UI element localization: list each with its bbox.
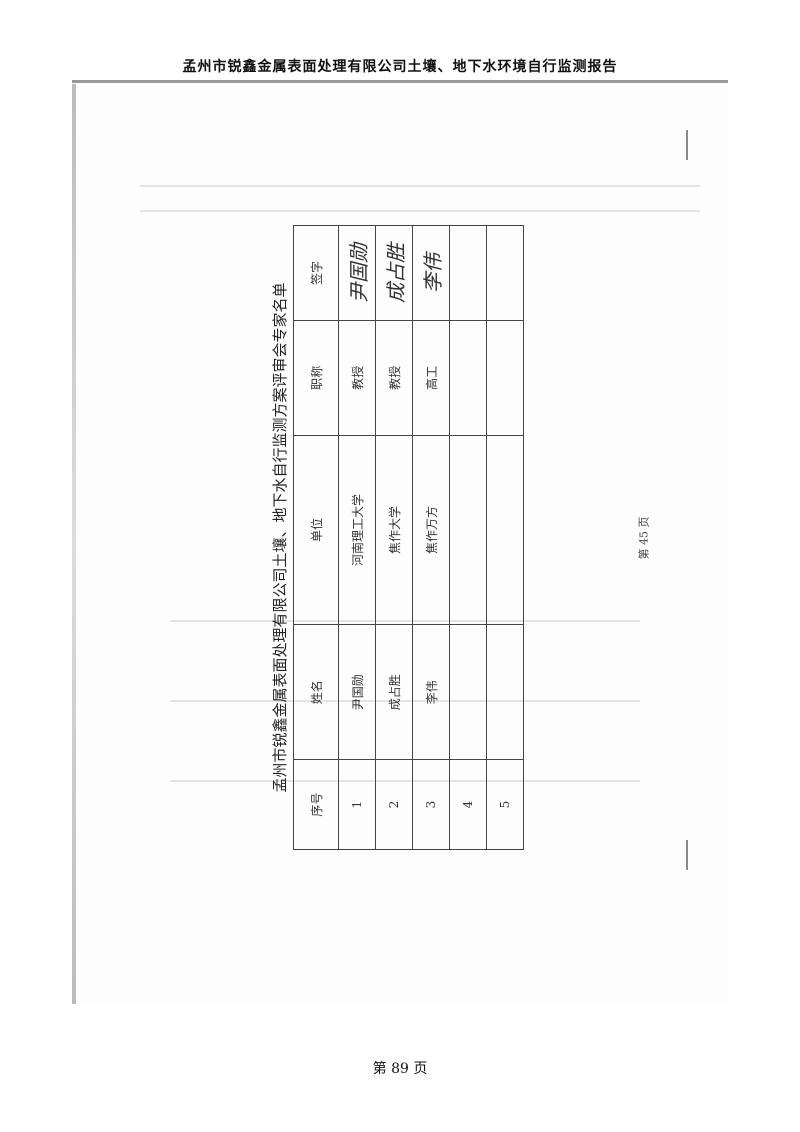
cell-no: 2	[375, 759, 413, 850]
handwritten-signature	[486, 225, 524, 321]
column-header: 签字	[293, 225, 339, 321]
faint-background-line	[140, 210, 700, 212]
handwritten-signature: 尹国勋	[338, 225, 376, 321]
cell-unit	[449, 435, 487, 625]
cell-name	[486, 624, 524, 760]
cell-title: 教授	[375, 320, 413, 436]
inner-page-number: 第 45 页	[637, 516, 651, 560]
handwritten-signature	[449, 225, 487, 321]
table-title: 孟州市锐鑫金属表面处理有限公司土壤、地下水自行监测方案评审会专家名单	[271, 282, 289, 793]
table-row: 3 李伟 焦作万方 高工 李伟	[412, 225, 450, 850]
cell-name	[449, 624, 487, 760]
faint-background-line	[170, 620, 640, 622]
expert-table: 序号 姓名 单位 职称 签字 1 尹国勋 河南理工大学 教授 尹国勋 2 成占胜…	[293, 225, 524, 850]
column-header: 职称	[293, 320, 339, 436]
report-header: 孟州市锐鑫金属表面处理有限公司土壤、地下水环境自行监测报告	[182, 59, 618, 75]
cell-name: 尹国勋	[338, 624, 376, 760]
cell-title: 高工	[412, 320, 450, 436]
column-header: 姓名	[293, 624, 339, 760]
table-row: 1 尹国勋 河南理工大学 教授 尹国勋	[338, 225, 376, 850]
table-row: 5	[486, 225, 524, 850]
cell-title	[486, 320, 524, 436]
cell-unit	[486, 435, 524, 625]
column-header: 单位	[293, 435, 339, 625]
handwritten-signature: 李伟	[412, 225, 450, 321]
scan-edge-shadow	[72, 84, 76, 1004]
scan-mark	[686, 840, 688, 870]
cell-title: 教授	[338, 320, 376, 436]
cell-unit: 河南理工大学	[338, 435, 376, 625]
header-divider	[72, 80, 728, 83]
scanned-page	[72, 84, 728, 1004]
cell-no: 3	[412, 759, 450, 850]
cell-unit: 焦作万方	[412, 435, 450, 625]
handwritten-signature: 成占胜	[375, 225, 413, 321]
faint-background-line	[170, 700, 640, 702]
cell-no: 4	[449, 759, 487, 850]
scan-mark	[686, 130, 688, 160]
faint-background-line	[140, 185, 700, 187]
table-header-row: 序号 姓名 单位 职称 签字	[293, 225, 339, 850]
table-row: 4	[449, 225, 487, 850]
cell-unit: 焦作大学	[375, 435, 413, 625]
rotated-expert-list: 孟州市锐鑫金属表面处理有限公司土壤、地下水自行监测方案评审会专家名单 序号 姓名…	[267, 225, 524, 850]
faint-background-line	[170, 780, 640, 782]
cell-no: 1	[338, 759, 376, 850]
column-header: 序号	[293, 759, 339, 850]
page-number: 第 89 页	[372, 1061, 428, 1077]
cell-title	[449, 320, 487, 436]
table-row: 2 成占胜 焦作大学 教授 成占胜	[375, 225, 413, 850]
cell-name: 成占胜	[375, 624, 413, 760]
cell-no: 5	[486, 759, 524, 850]
cell-name: 李伟	[412, 624, 450, 760]
